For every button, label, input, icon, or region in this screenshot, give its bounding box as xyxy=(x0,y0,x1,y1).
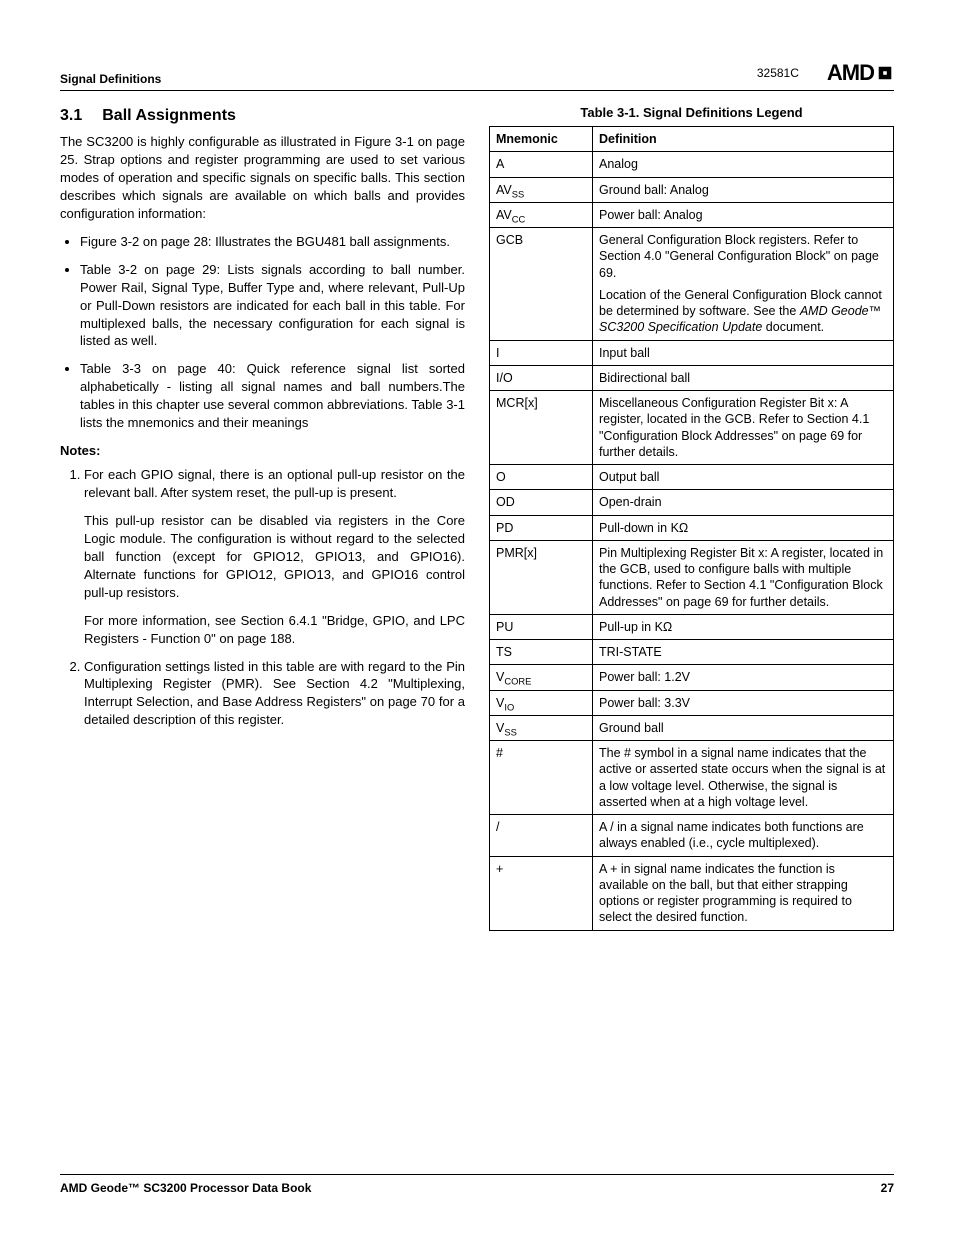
section-heading: 3.1 Ball Assignments xyxy=(60,105,465,127)
mnemonic-cell: I/O xyxy=(490,365,593,390)
definition-cell: Bidirectional ball xyxy=(593,365,894,390)
mnemonic-cell: / xyxy=(490,815,593,857)
table-row: I/O Bidirectional ball xyxy=(490,365,894,390)
table-caption: Table 3-1. Signal Definitions Legend xyxy=(489,105,894,120)
definition-cell: Miscellaneous Configuration Register Bit… xyxy=(593,391,894,465)
table-row: # The # symbol in a signal name indicate… xyxy=(490,741,894,815)
mnemonic-cell: AVCC xyxy=(490,202,593,227)
table-row: AVCC Power ball: Analog xyxy=(490,202,894,227)
mnemonic-cell: PU xyxy=(490,614,593,639)
mnemonic-cell: I xyxy=(490,340,593,365)
table-row: PU Pull-up in KΩ xyxy=(490,614,894,639)
table-row: VSS Ground ball xyxy=(490,715,894,740)
definition-cell: Pin Multiplexing Register Bit x: A regis… xyxy=(593,540,894,614)
definition-cell: A + in signal name indicates the functio… xyxy=(593,856,894,930)
table-row: AVSS Ground ball: Analog xyxy=(490,177,894,202)
mnemonic-cell: PD xyxy=(490,515,593,540)
notes-heading: Notes: xyxy=(60,442,465,460)
table-row: TS TRI-STATE xyxy=(490,640,894,665)
table-row: PMR[x] Pin Multiplexing Register Bit x: … xyxy=(490,540,894,614)
table-row: / A / in a signal name indicates both fu… xyxy=(490,815,894,857)
definition-cell: Ground ball: Analog xyxy=(593,177,894,202)
header-right-group: 32581C AMD xyxy=(757,60,894,86)
table-row: + A + in signal name indicates the funct… xyxy=(490,856,894,930)
definition-cell: Power ball: Analog xyxy=(593,202,894,227)
mnemonic-cell: AVSS xyxy=(490,177,593,202)
mnemonic-cell: + xyxy=(490,856,593,930)
mnemonic-cell: TS xyxy=(490,640,593,665)
notes-list: For each GPIO signal, there is an option… xyxy=(60,466,465,729)
mnemonic-cell: MCR[x] xyxy=(490,391,593,465)
note-item: For each GPIO signal, there is an option… xyxy=(84,466,465,647)
page-footer: AMD Geode™ SC3200 Processor Data Book 27 xyxy=(60,1174,894,1195)
definition-cell: Analog xyxy=(593,152,894,177)
mnemonic-cell: PMR[x] xyxy=(490,540,593,614)
table-row: VCORE Power ball: 1.2V xyxy=(490,665,894,690)
table-row: GCB General Configuration Block register… xyxy=(490,228,894,341)
definition-cell: Open-drain xyxy=(593,490,894,515)
definition-cell: A / in a signal name indicates both func… xyxy=(593,815,894,857)
table-row: PD Pull-down in KΩ xyxy=(490,515,894,540)
section-title-text: Ball Assignments xyxy=(102,105,236,127)
definition-cell: Power ball: 3.3V xyxy=(593,690,894,715)
note-paragraph: For more information, see Section 6.4.1 … xyxy=(84,612,465,648)
table-row: VIO Power ball: 3.3V xyxy=(490,690,894,715)
table-header-row: Mnemonic Definition xyxy=(490,127,894,152)
table-row: I Input ball xyxy=(490,340,894,365)
definition-cell: TRI-STATE xyxy=(593,640,894,665)
legend-table: Mnemonic Definition A Analog AVSS Ground… xyxy=(489,126,894,931)
intro-paragraph: The SC3200 is highly configurable as ill… xyxy=(60,133,465,223)
col-header-definition: Definition xyxy=(593,127,894,152)
definition-cell: Ground ball xyxy=(593,715,894,740)
content-columns: 3.1 Ball Assignments The SC3200 is highl… xyxy=(60,105,894,931)
definition-cell: The # symbol in a signal name indicates … xyxy=(593,741,894,815)
mnemonic-cell: A xyxy=(490,152,593,177)
amd-arrow-icon xyxy=(876,64,894,82)
list-item: Table 3-3 on page 40: Quick reference si… xyxy=(80,360,465,432)
page: Signal Definitions 32581C AMD 3.1 Ball A… xyxy=(0,0,954,1235)
page-header: Signal Definitions 32581C AMD xyxy=(60,60,894,91)
list-item: Table 3-2 on page 29: Lists signals acco… xyxy=(80,261,465,351)
definition-cell: Pull-down in KΩ xyxy=(593,515,894,540)
table-row: O Output ball xyxy=(490,465,894,490)
mnemonic-cell: VCORE xyxy=(490,665,593,690)
table-row: MCR[x] Miscellaneous Configuration Regis… xyxy=(490,391,894,465)
mnemonic-cell: VIO xyxy=(490,690,593,715)
mnemonic-cell: VSS xyxy=(490,715,593,740)
definition-cell: General Configuration Block registers. R… xyxy=(593,228,894,341)
footer-title: AMD Geode™ SC3200 Processor Data Book xyxy=(60,1181,311,1195)
header-section-name: Signal Definitions xyxy=(60,72,161,86)
mnemonic-cell: # xyxy=(490,741,593,815)
note-paragraph: This pull-up resistor can be disabled vi… xyxy=(84,512,465,602)
right-column: Table 3-1. Signal Definitions Legend Mne… xyxy=(489,105,894,931)
definition-cell: Power ball: 1.2V xyxy=(593,665,894,690)
amd-logo: AMD xyxy=(827,60,894,86)
note-paragraph: For each GPIO signal, there is an option… xyxy=(84,467,465,500)
definition-paragraph: General Configuration Block registers. R… xyxy=(599,232,887,281)
mnemonic-cell: GCB xyxy=(490,228,593,341)
definition-cell: Input ball xyxy=(593,340,894,365)
list-item: Figure 3-2 on page 28: Illustrates the B… xyxy=(80,233,465,251)
section-number: 3.1 xyxy=(60,105,82,127)
definition-cell: Pull-up in KΩ xyxy=(593,614,894,639)
note-item: Configuration settings listed in this ta… xyxy=(84,658,465,730)
col-header-mnemonic: Mnemonic xyxy=(490,127,593,152)
definition-paragraph: Location of the General Configuration Bl… xyxy=(599,287,887,336)
document-code: 32581C xyxy=(757,66,799,80)
amd-logo-text: AMD xyxy=(827,60,874,86)
left-column: 3.1 Ball Assignments The SC3200 is highl… xyxy=(60,105,465,931)
note-paragraph: Configuration settings listed in this ta… xyxy=(84,659,465,728)
definition-cell: Output ball xyxy=(593,465,894,490)
mnemonic-cell: O xyxy=(490,465,593,490)
bullet-list: Figure 3-2 on page 28: Illustrates the B… xyxy=(60,233,465,432)
table-row: A Analog xyxy=(490,152,894,177)
table-row: OD Open-drain xyxy=(490,490,894,515)
footer-page-number: 27 xyxy=(881,1181,894,1195)
mnemonic-cell: OD xyxy=(490,490,593,515)
